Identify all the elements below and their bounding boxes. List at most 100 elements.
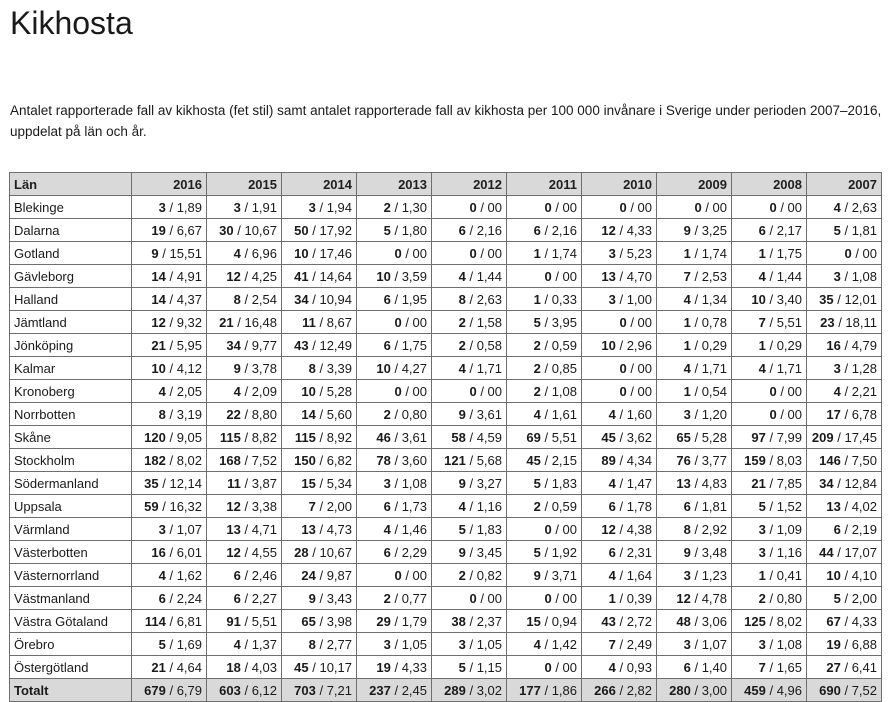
cell-2015: 6 / 2,46 [206,563,282,588]
cell-2011: 69 / 5,51 [506,425,582,450]
cell-2009: 3 / 1,23 [656,563,732,588]
cell-2007: 35 / 12,01 [806,287,882,312]
cell-2007: 0 / 00 [806,241,882,266]
cell-2016: 3 / 1,89 [131,195,207,220]
cell-2014: 8 / 3,39 [281,356,357,381]
table-header-row: Län 2016 2015 2014 2013 2012 2011 2010 2009 2008 2… [9,172,882,197]
cell-2015: 30 / 10,67 [206,218,282,243]
cell-2015: 6 / 2,27 [206,586,282,611]
cell-2016: 14 / 4,37 [131,287,207,312]
cell-2011: 5 / 1,92 [506,540,582,565]
cell-2012: 2 / 0,82 [431,563,507,588]
cell-2009: 1 / 1,74 [656,241,732,266]
cell-2009: 4 / 1,34 [656,287,732,312]
cell-2012: 2 / 0,58 [431,333,507,358]
county-name: Västra Götaland [9,609,132,634]
cell-2009: 65 / 5,28 [656,425,732,450]
cell-2016: 8 / 3,19 [131,402,207,427]
cell-2013: 6 / 2,29 [356,540,432,565]
cell-2016: 16 / 6,01 [131,540,207,565]
cell-2010: 0 / 00 [581,379,657,404]
cell-2016: 19 / 6,67 [131,218,207,243]
cell-2014: 24 / 9,87 [281,563,357,588]
cell-2012: 4 / 1,44 [431,264,507,289]
cell-2015: 12 / 4,55 [206,540,282,565]
cell-2009: 1 / 0,54 [656,379,732,404]
cell-2011: 0 / 00 [506,195,582,220]
cell-2016: 21 / 5,95 [131,333,207,358]
table-row: Jönköping 21 / 5,95 34 / 9,77 43 / 12,49 6 /… [9,333,882,358]
cell-2007: 5 / 2,00 [806,586,882,611]
cell-2012: 4 / 1,71 [431,356,507,381]
cell-2015: 4 / 2,09 [206,379,282,404]
cell-2011: 4 / 1,61 [506,402,582,427]
cell-2016: 6 / 2,24 [131,586,207,611]
county-name: Västmanland [9,586,132,611]
cell-2009: 3 / 1,07 [656,632,732,657]
cell-2013: 46 / 3,61 [356,425,432,450]
table-row: Jämtland 12 / 9,32 21 / 16,48 11 / 8,67 0 / … [9,310,882,335]
cell-2011: 9 / 3,71 [506,563,582,588]
cell-2007: 6 / 2,19 [806,517,882,542]
table-row: Västerbotten 16 / 6,01 12 / 4,55 28 / 10,67… [9,540,882,565]
cell-2013: 2 / 0,80 [356,402,432,427]
cell-2015: 4 / 1,37 [206,632,282,657]
cell-2009: 3 / 1,20 [656,402,732,427]
cell-2010: 1 / 0,39 [581,586,657,611]
cell-2016: 114 / 6,81 [131,609,207,634]
county-name: Stockholm [9,448,132,473]
cell-2010: 4 / 1,64 [581,563,657,588]
cell-2013: 0 / 00 [356,310,432,335]
cell-2009: 1 / 0,78 [656,310,732,335]
cell-2015: 12 / 4,25 [206,264,282,289]
cell-2008: 4 / 1,71 [731,356,807,381]
cell-2009: 6 / 1,40 [656,655,732,680]
cell-2014: 8 / 2,77 [281,632,357,657]
col-header-year-2008: 2008 [731,172,807,197]
cell-2010: 12 / 4,33 [581,218,657,243]
cell-2008: 4 / 1,44 [731,264,807,289]
cell-2007: 13 / 4,02 [806,494,882,519]
cell-2011: 0 / 00 [506,517,582,542]
table-row: Norrbotten 8 / 3,19 22 / 8,80 14 / 5,60 2 / … [9,402,882,427]
col-header-year-2015: 2015 [206,172,282,197]
table-row: Gävleborg 14 / 4,91 12 / 4,25 41 / 14,64 10 … [9,264,882,289]
cell-2010: 13 / 4,70 [581,264,657,289]
cell-2009: 9 / 3,25 [656,218,732,243]
cell-2016: 9 / 15,51 [131,241,207,266]
cell-2012: 6 / 2,16 [431,218,507,243]
cell-2015: 115 / 8,82 [206,425,282,450]
cell-2015: 603 / 6,12 [206,678,282,702]
cell-2016: 12 / 9,32 [131,310,207,335]
cell-2007: 19 / 6,88 [806,632,882,657]
table-row: Halland 14 / 4,37 8 / 2,54 34 / 10,94 6 / 1,… [9,287,882,312]
cell-2014: 115 / 8,92 [281,425,357,450]
cell-2007: 34 / 12,84 [806,471,882,496]
cell-2016: 120 / 9,05 [131,425,207,450]
county-name: Västerbotten [9,540,132,565]
cell-2014: 43 / 12,49 [281,333,357,358]
cell-2008: 159 / 8,03 [731,448,807,473]
cell-2014: 9 / 3,43 [281,586,357,611]
cell-2015: 18 / 4,03 [206,655,282,680]
cell-2009: 8 / 2,92 [656,517,732,542]
county-name: Södermanland [9,471,132,496]
county-name: Blekinge [9,195,132,220]
cell-2013: 0 / 00 [356,563,432,588]
cell-2016: 35 / 12,14 [131,471,207,496]
cell-2014: 41 / 14,64 [281,264,357,289]
county-name: Uppsala [9,494,132,519]
cell-2011: 1 / 1,74 [506,241,582,266]
cell-2012: 5 / 1,83 [431,517,507,542]
cell-2015: 13 / 4,71 [206,517,282,542]
col-header-lan: Län [9,172,132,197]
cell-2011: 15 / 0,94 [506,609,582,634]
cell-2008: 3 / 1,16 [731,540,807,565]
cell-2011: 2 / 1,08 [506,379,582,404]
cell-2013: 6 / 1,95 [356,287,432,312]
cell-2007: 16 / 4,79 [806,333,882,358]
cell-2016: 59 / 16,32 [131,494,207,519]
cell-2010: 4 / 1,60 [581,402,657,427]
cell-2014: 13 / 4,73 [281,517,357,542]
